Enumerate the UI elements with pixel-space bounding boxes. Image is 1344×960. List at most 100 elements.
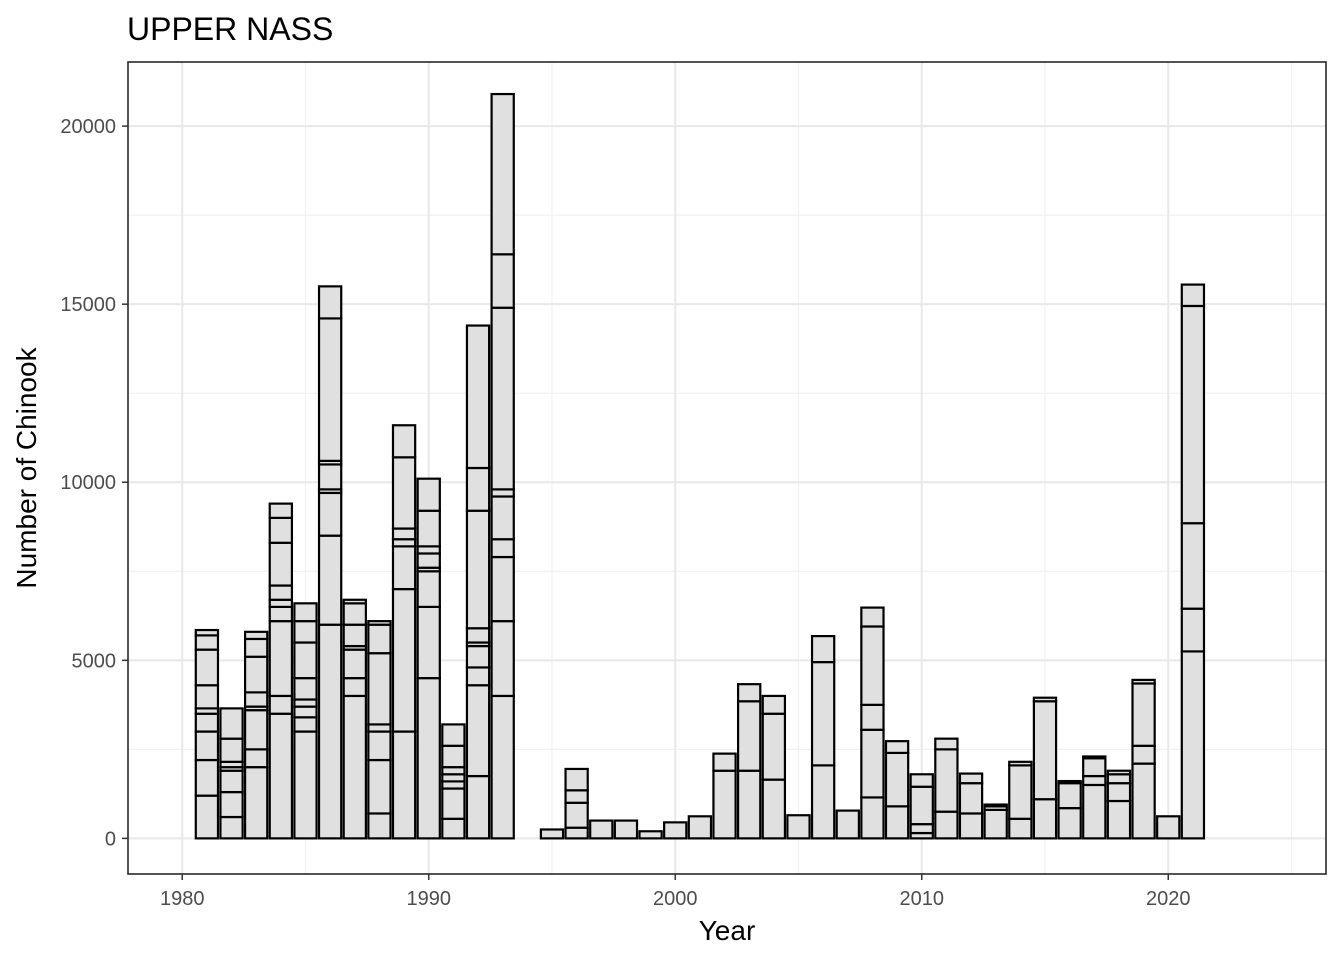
bar-1985 [293,602,318,840]
bar-segment [983,803,1008,808]
bar-segment [884,751,910,808]
bar-segment [663,821,688,840]
bar-segment [342,648,367,680]
bar-segment [884,805,910,840]
bar-segment [194,648,220,687]
bar-segment [835,809,860,840]
bar-2005 [786,814,811,840]
bar-segment [219,769,244,794]
bar-segment [367,623,392,655]
bar-segment [810,634,836,664]
bar-segment [1180,607,1206,653]
bar-segment [342,694,367,840]
bar-segment [342,677,367,698]
bar-segment [564,767,589,792]
bar-segment [1008,764,1033,820]
bar-segment [293,716,318,733]
bar-segment [268,502,294,519]
bar-segment [539,828,565,840]
bar-segment [1180,283,1206,308]
bar-segment [810,764,836,840]
bar-segment [219,737,244,763]
bar-segment [1057,807,1082,840]
bar-1991 [441,723,466,840]
bar-segment [1082,755,1107,760]
bar-segment [268,516,294,544]
bar-segment [293,620,318,644]
bar-segment [268,620,294,698]
bar-segment [1156,815,1181,840]
bar-segment [391,456,417,530]
bar-segment [1032,696,1058,703]
bar-segment [243,637,269,658]
bar-1998 [613,819,639,840]
x-axis-title: Year [699,915,756,946]
bar-segment [934,737,959,751]
bar-1992 [465,324,491,840]
bar-segment [243,766,269,840]
bar-segment [1057,779,1082,785]
bar-segment [441,787,466,820]
bar-segment [243,748,269,769]
bar-1987 [342,598,367,840]
bar-segment [638,830,663,840]
bar-segment [909,785,934,826]
bar-2008 [860,606,885,840]
bar-segment [589,819,614,840]
x-tick-label: 1980 [160,888,205,910]
bar-segment [958,772,984,785]
bar-segment [909,773,934,788]
bar-2019 [1131,678,1156,840]
y-tick-label: 10000 [60,472,116,494]
bar-segment [317,463,343,491]
bar-segment [465,324,491,470]
bar-2002 [712,752,737,840]
bar-2007 [835,809,860,840]
bar-segment [465,466,491,512]
bar-1981 [194,628,220,840]
bar-segment [934,748,959,813]
bar-segment [490,555,515,623]
bar-1999 [638,830,663,840]
bar-segment [1057,782,1082,810]
bar-2016 [1057,779,1082,840]
bar-segment [465,644,491,669]
bar-segment [712,752,737,772]
bar-segment [1131,762,1156,840]
bar-segment [564,801,589,829]
bar-segment [268,605,294,623]
bar-segment [564,789,589,804]
bar-2018 [1106,769,1132,840]
bar-segment [441,744,466,769]
bar-2012 [958,772,984,840]
bar-segment [367,758,392,815]
bar-segment [1082,757,1107,778]
bar-segment [1131,682,1156,747]
bar-segment [490,538,515,559]
bar-segment [465,684,491,778]
bar-segment [860,625,885,706]
y-axis-title: Number of Chinook [11,346,42,588]
bar-segment [416,677,441,840]
bar-segment [761,694,787,715]
bar-segment [268,541,294,587]
x-tick-label: 2020 [1146,888,1191,910]
bar-segment [391,730,417,840]
bar-segment [465,666,491,687]
bar-segment [194,628,220,637]
bar-segment [293,677,318,701]
bar-2003 [736,683,762,840]
bar-segment [860,728,885,799]
bar-1988 [367,620,392,840]
bar-segment [490,92,515,256]
bar-segment [367,812,392,840]
bar-segment [317,623,343,840]
bar-1993 [490,92,515,840]
bar-segment [465,509,491,630]
bar-segment [243,630,269,641]
bar-segment [490,253,515,309]
bar-segment [465,774,491,840]
bar-segment [391,527,417,541]
bar-segment [367,730,392,762]
bar-segment [736,769,762,840]
